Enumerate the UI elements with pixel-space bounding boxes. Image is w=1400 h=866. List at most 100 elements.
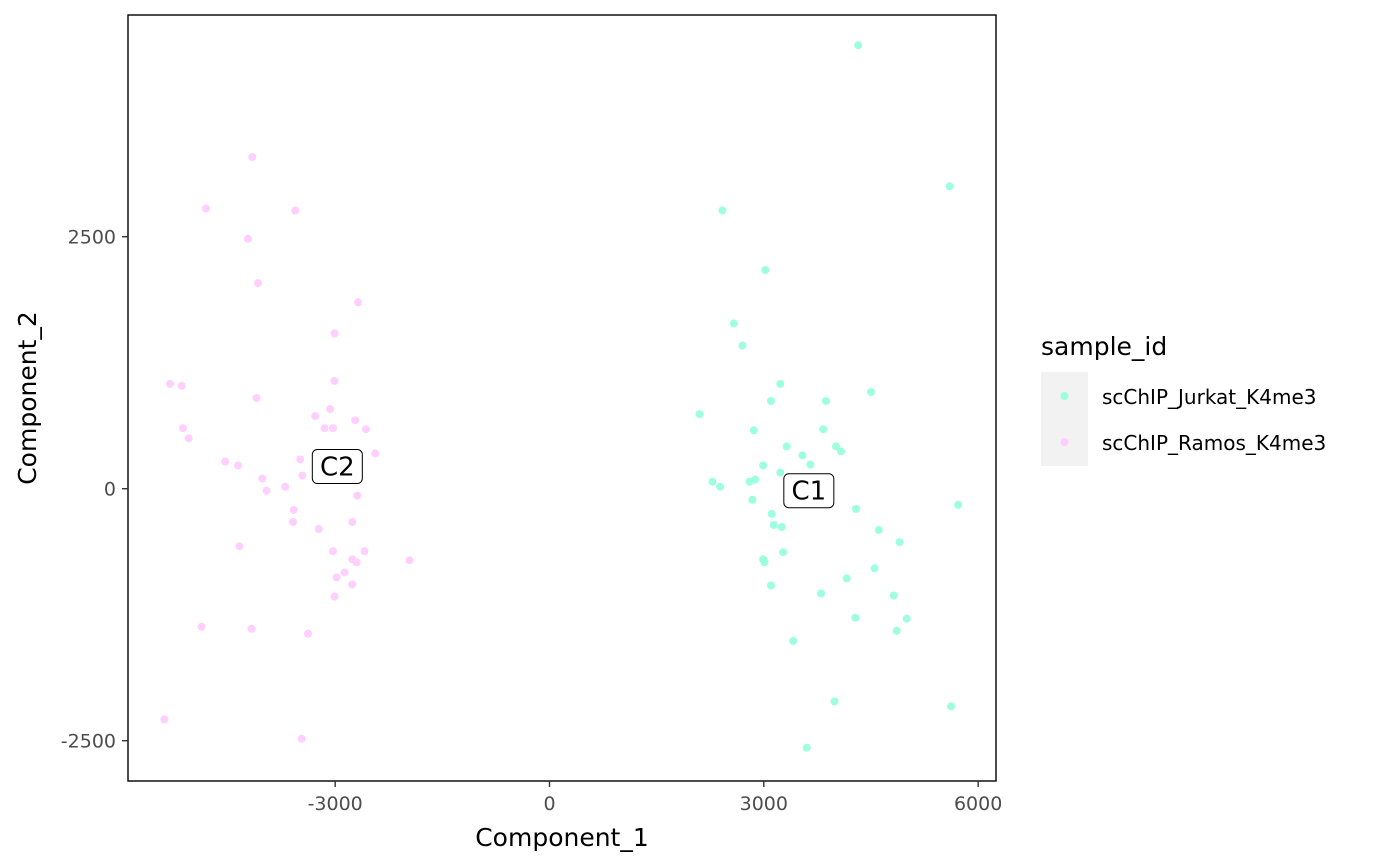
x-tick-label: 6000 (954, 793, 1002, 815)
data-point (234, 461, 242, 470)
data-point (842, 574, 851, 583)
data-point (330, 592, 339, 601)
data-point (870, 564, 879, 573)
axis-layer: -3000 0 3000 6000 -2500 0 2500 (61, 227, 1003, 815)
data-point (748, 495, 757, 504)
data-point (947, 702, 955, 711)
data-point (738, 341, 747, 350)
data-point (892, 626, 901, 635)
data-point (281, 482, 290, 491)
data-point (817, 589, 825, 598)
data-point (304, 629, 312, 638)
legend-label-jurkat: scChIP_Jurkat_K4me3 (1102, 385, 1317, 409)
data-point (166, 379, 175, 388)
data-point (326, 405, 335, 414)
x-tick-label: 3000 (740, 793, 788, 815)
cluster-label-layer: C1 C2 (311, 449, 835, 509)
data-point (329, 547, 337, 556)
data-point (291, 206, 300, 215)
data-point (759, 461, 768, 470)
data-point (351, 416, 360, 425)
data-point (779, 548, 788, 557)
data-point (352, 558, 361, 567)
data-point (235, 542, 244, 551)
y-tick-label: 2500 (68, 227, 116, 249)
plot-panel (127, 14, 997, 782)
data-point (832, 442, 840, 451)
data-point (760, 558, 769, 567)
data-point (789, 636, 798, 645)
data-point (361, 425, 370, 434)
data-point (718, 206, 727, 215)
legend-key-ramos (1060, 438, 1069, 446)
data-point (221, 457, 230, 466)
data-point (371, 449, 380, 458)
cluster-label-box (783, 473, 835, 509)
data-point (314, 525, 323, 533)
legend-key-jurkat (1060, 392, 1069, 400)
data-point (262, 486, 271, 495)
data-point (782, 442, 791, 451)
cluster-label-box (311, 449, 363, 485)
x-axis-title: Component_1 (475, 823, 649, 852)
data-point (822, 397, 830, 405)
data-point (298, 471, 307, 480)
data-point (177, 381, 186, 390)
data-point (405, 556, 414, 565)
data-point (767, 397, 775, 405)
cluster-label-c2: C2 (311, 449, 363, 485)
data-point (708, 477, 717, 486)
x-tick-label: -3000 (308, 793, 363, 815)
data-point (761, 266, 770, 274)
data-point (695, 410, 704, 419)
data-point (160, 715, 169, 724)
data-point (895, 538, 904, 547)
data-point (830, 697, 839, 706)
data-point (184, 434, 193, 443)
data-point (197, 622, 206, 631)
data-point (348, 518, 357, 526)
y-tick-label: 0 (104, 479, 116, 501)
data-point (289, 505, 298, 514)
data-point (806, 460, 815, 469)
data-point (340, 568, 349, 577)
data-point (330, 376, 339, 385)
data-point (837, 447, 845, 456)
data-point (716, 482, 725, 491)
data-point (311, 412, 320, 421)
data-point (360, 547, 369, 556)
data-point (353, 491, 362, 500)
data-point (258, 474, 267, 483)
data-point (248, 153, 257, 162)
data-point (201, 204, 210, 213)
data-point (902, 614, 911, 623)
cluster-label-text: C2 (320, 453, 355, 483)
y-tick-label: -2500 (61, 731, 116, 753)
data-point (767, 509, 776, 518)
data-point (852, 504, 860, 513)
data-point (749, 426, 758, 435)
data-point (252, 394, 261, 402)
data-point (329, 424, 337, 433)
data-point (889, 591, 898, 600)
data-point (851, 613, 860, 622)
legend-label-ramos: scChIP_Ramos_K4me3 (1102, 431, 1326, 455)
data-point (769, 521, 778, 529)
data-point (348, 580, 357, 589)
data-point (354, 298, 362, 307)
data-point (247, 624, 256, 633)
data-point (244, 234, 252, 243)
data-point (332, 573, 341, 582)
data-point (954, 500, 963, 509)
data-point (802, 743, 811, 752)
data-point (776, 468, 785, 477)
legend-key-background (1041, 372, 1088, 466)
x-tick-label: 0 (543, 793, 555, 815)
data-point (296, 455, 305, 464)
data-point (798, 451, 807, 460)
cluster-label-c1: C1 (783, 473, 835, 509)
data-point (745, 477, 754, 486)
data-point (330, 329, 339, 338)
data-point (179, 424, 187, 433)
